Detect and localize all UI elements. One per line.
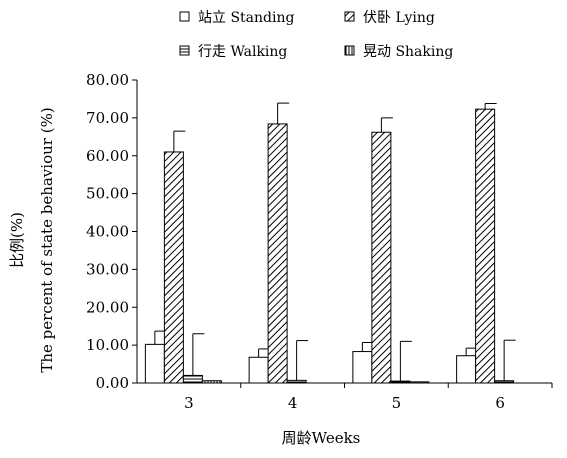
y-axis-title-english: The percent of state behaviour (%) xyxy=(38,107,56,372)
y-axis-title-chinese: 比例(%) xyxy=(8,212,26,268)
legend-swatch xyxy=(344,45,355,56)
y-tick-label: 50.00 xyxy=(86,185,129,203)
y-tick-label: 80.00 xyxy=(86,71,129,89)
y-tick-label: 40.00 xyxy=(86,223,129,241)
x-tick-label: 3 xyxy=(184,394,194,412)
bar xyxy=(409,381,430,384)
x-tick-label: 4 xyxy=(288,394,298,412)
legend-label: 行走 Walking xyxy=(198,44,287,60)
legend-label: 伏卧 Lying xyxy=(363,10,435,26)
legend: 站立 Standing 伏卧 Lying 行走 Walking 晃动 Shaking xyxy=(179,10,453,60)
bar xyxy=(248,356,269,384)
x-tick-label: 5 xyxy=(392,394,402,412)
bar xyxy=(163,151,184,384)
bar xyxy=(201,380,222,384)
y-tick-label: 70.00 xyxy=(86,109,129,127)
bar xyxy=(144,343,165,384)
bar xyxy=(286,379,307,384)
legend-label: 站立 Standing xyxy=(198,10,294,26)
bar xyxy=(390,380,411,384)
bar xyxy=(371,131,392,384)
y-tick-label: 30.00 xyxy=(86,260,129,278)
axes: 0.00 10.00 20.00 30.00 40.00 50.00 60.00 70.00 8… xyxy=(86,71,553,412)
bar xyxy=(182,374,203,384)
bar xyxy=(475,108,496,384)
y-tick-label: 10.00 xyxy=(86,336,129,354)
legend-swatch xyxy=(344,11,355,22)
x-tick-label: 6 xyxy=(495,394,505,412)
y-tick-label: 20.00 xyxy=(86,298,129,316)
y-tick-label: 0.00 xyxy=(96,374,129,392)
bar xyxy=(267,123,288,384)
legend-swatch xyxy=(179,45,190,56)
legend-label: 晃动 Shaking xyxy=(363,44,453,60)
legend-swatch xyxy=(179,11,190,22)
bars xyxy=(144,102,516,384)
y-tick-label: 60.00 xyxy=(86,147,129,165)
axis-labels: 周龄Weeks 比例(%) The percent of state behav… xyxy=(8,107,360,447)
bar xyxy=(456,355,477,384)
x-axis-title: 周龄Weeks xyxy=(282,429,361,447)
bar xyxy=(352,351,373,384)
bar xyxy=(494,380,515,384)
